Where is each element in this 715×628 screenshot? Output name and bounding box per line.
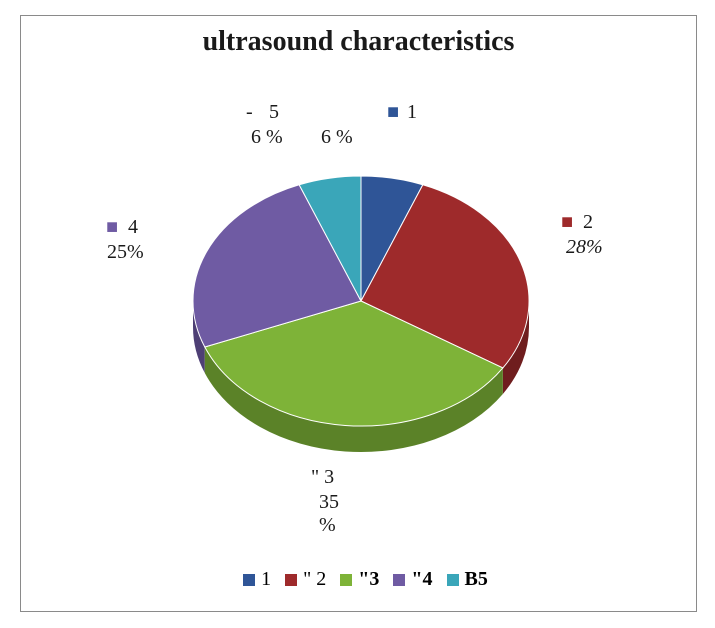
callout-percent-s4: 25% xyxy=(107,241,144,264)
callout-marker-s2: ■ xyxy=(561,211,573,234)
legend-swatch-0 xyxy=(243,574,255,586)
legend-swatch-2 xyxy=(340,574,352,586)
callout-marker-s5: - xyxy=(246,101,253,124)
callout-label-s4: 4 xyxy=(128,216,138,239)
callout-label-s5: 5 xyxy=(269,101,279,124)
chart-frame: ultrasound characteristics ■ 1 6 % ■ 228% "… xyxy=(20,15,697,612)
callout-label-s1: 1 xyxy=(407,101,417,124)
callout-percent-s5: 6 % xyxy=(251,126,283,149)
legend-text-1: " 2 xyxy=(303,568,326,591)
legend-swatch-4 xyxy=(447,574,459,586)
callout-percent-s3: 35 % xyxy=(319,491,339,537)
legend-swatch-1 xyxy=(285,574,297,586)
callout-percent-s1: 6 % xyxy=(321,126,353,149)
legend-text-0: 1 xyxy=(261,568,271,591)
callout-label-s3: " 3 xyxy=(311,466,334,489)
pie-chart xyxy=(191,146,531,456)
legend-text-4: B5 xyxy=(465,568,488,591)
legend: 1 " 2 "3 "4 B5 xyxy=(21,567,696,591)
legend-swatch-3 xyxy=(393,574,405,586)
callout-label-s2: 2 xyxy=(583,211,593,234)
legend-text-3: "4 xyxy=(411,568,432,591)
chart-title: ultrasound characteristics xyxy=(21,26,696,58)
callout-marker-s1: ■ xyxy=(387,101,399,124)
callout-marker-s4: ■ xyxy=(106,216,118,239)
legend-text-2: "3 xyxy=(358,568,379,591)
callout-percent-s2: 28% xyxy=(566,236,603,259)
